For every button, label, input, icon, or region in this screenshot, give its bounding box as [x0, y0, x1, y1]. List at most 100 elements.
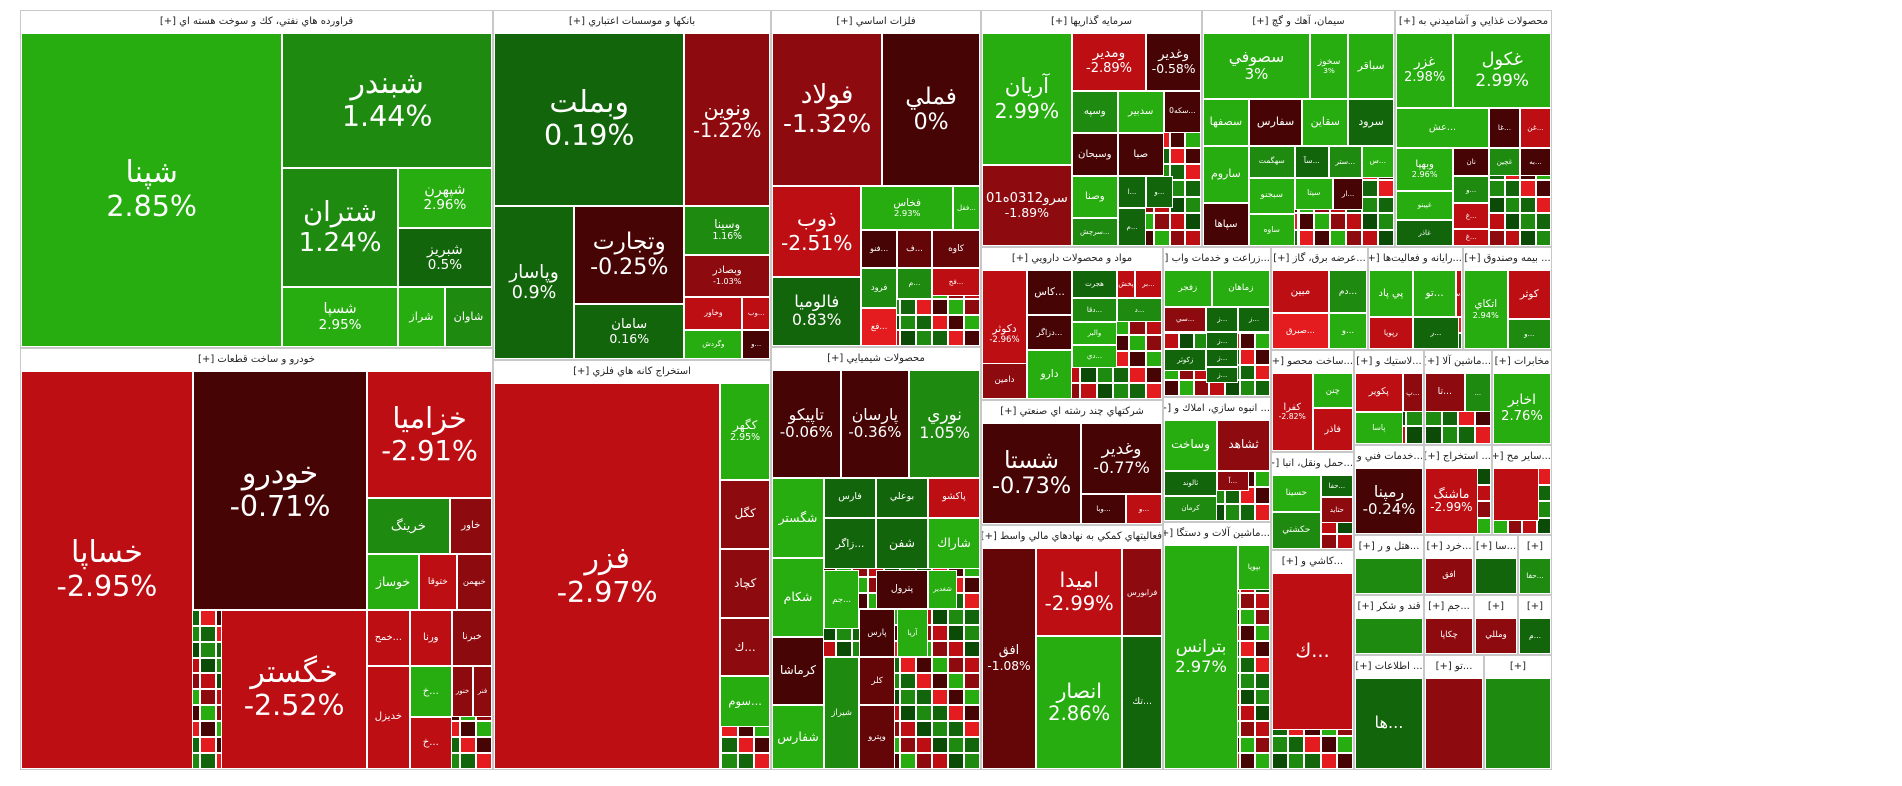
minor-stock-tile[interactable]: [916, 705, 932, 722]
minor-stock-tile[interactable]: [199, 705, 216, 722]
minor-stock-tile[interactable]: [199, 609, 216, 626]
minor-stock-tile[interactable]: [199, 673, 216, 690]
stock-tile[interactable]: [1485, 678, 1551, 769]
minor-stock-tile[interactable]: [1179, 333, 1195, 349]
minor-stock-tile[interactable]: [721, 736, 738, 753]
minor-stock-tile[interactable]: [1145, 350, 1162, 367]
stock-tile[interactable]: سدبير: [1117, 90, 1164, 134]
stock-tile[interactable]: سصوفي 3%: [1203, 33, 1310, 100]
minor-stock-tile[interactable]: [1254, 673, 1270, 689]
sector-title[interactable]: فلزات اساسي [+]: [772, 11, 980, 34]
minor-stock-tile[interactable]: [1378, 213, 1394, 230]
stock-tile[interactable]: وخاور: [684, 297, 743, 330]
stock-tile[interactable]: زماهان: [1211, 270, 1270, 307]
stock-tile[interactable]: ...خمح: [367, 609, 410, 666]
stock-tile[interactable]: ذوب -2.51%: [772, 186, 862, 278]
minor-stock-tile[interactable]: [1504, 180, 1520, 197]
minor-stock-tile[interactable]: [916, 314, 932, 331]
sector-title[interactable]: [+]: [1519, 536, 1551, 559]
stock-tile[interactable]: پارسان -0.36%: [840, 370, 910, 478]
stock-tile[interactable]: وسينا 1.16%: [684, 205, 770, 255]
minor-stock-tile[interactable]: [1179, 380, 1195, 396]
minor-stock-tile[interactable]: [836, 641, 852, 658]
minor-stock-tile[interactable]: [932, 609, 948, 626]
stock-tile[interactable]: وگردش: [684, 329, 743, 359]
stock-tile[interactable]: [1425, 678, 1483, 769]
stock-tile[interactable]: خاور: [449, 498, 492, 555]
minor-stock-tile[interactable]: [932, 689, 948, 706]
stock-tile[interactable]: غچين: [1489, 148, 1520, 176]
minor-stock-tile[interactable]: [900, 673, 916, 690]
minor-stock-tile[interactable]: [459, 737, 476, 754]
stock-tile[interactable]: ...ز: [1206, 349, 1239, 367]
minor-stock-tile[interactable]: [1145, 382, 1162, 399]
minor-stock-tile[interactable]: [1169, 213, 1186, 230]
minor-stock-tile[interactable]: [1164, 333, 1180, 349]
stock-tile[interactable]: شكام: [772, 557, 824, 638]
minor-stock-tile[interactable]: [1535, 180, 1551, 197]
stock-tile[interactable]: ...دقا: [1072, 298, 1117, 322]
stock-tile[interactable]: خزاميا -2.91%: [367, 371, 492, 499]
minor-stock-tile[interactable]: [199, 657, 216, 674]
stock-tile[interactable]: شپهرن 2.96%: [397, 168, 492, 228]
minor-stock-tile[interactable]: [932, 314, 948, 331]
stock-tile[interactable]: غپينو: [1396, 190, 1454, 221]
sector-title[interactable]: ...خرد [+]: [1425, 536, 1473, 559]
minor-stock-tile[interactable]: [1336, 534, 1353, 549]
stock-tile[interactable]: شبندر 1.44%: [282, 33, 492, 169]
stock-tile[interactable]: ...خ: [409, 717, 452, 769]
stock-tile[interactable]: رپويا: [1369, 317, 1413, 349]
stock-tile[interactable]: سرود: [1348, 99, 1394, 146]
minor-stock-tile[interactable]: [916, 689, 932, 706]
stock-tile[interactable]: ...و: [742, 329, 770, 359]
minor-stock-tile[interactable]: [1239, 380, 1255, 396]
minor-stock-tile[interactable]: [1378, 180, 1394, 197]
minor-stock-tile[interactable]: [1185, 213, 1201, 230]
sector-title[interactable]: سيمان، آهك و گچ [+]: [1203, 11, 1394, 34]
stock-tile[interactable]: ...دي: [1072, 344, 1117, 369]
minor-stock-tile[interactable]: [199, 721, 216, 738]
stock-tile[interactable]: سرو0312ه01 -1.89%: [982, 165, 1072, 246]
stock-tile[interactable]: وتجارت -0.25%: [574, 205, 685, 304]
stock-tile[interactable]: ...فع: [861, 308, 897, 346]
stock-tile[interactable]: وسبحان: [1071, 133, 1118, 176]
stock-tile[interactable]: ...دزاگر: [1027, 315, 1072, 350]
stock-tile[interactable]: فاذر: [1312, 408, 1353, 451]
minor-stock-tile[interactable]: [1320, 534, 1337, 549]
stock-tile[interactable]: سپاها: [1203, 203, 1249, 246]
minor-stock-tile[interactable]: [475, 753, 492, 769]
minor-stock-tile[interactable]: [1254, 641, 1270, 657]
minor-stock-tile[interactable]: [948, 625, 964, 642]
sector-title[interactable]: ...عرضه برق، گاز [+]: [1272, 248, 1367, 271]
minor-stock-tile[interactable]: [1504, 213, 1520, 230]
sector-title[interactable]: فعاليتهاي كمكي به نهادهاي مالي واسط [+]: [982, 526, 1162, 549]
sector-title[interactable]: سرمايه گذاريها [+]: [982, 11, 1201, 34]
minor-stock-tile[interactable]: [964, 577, 980, 594]
minor-stock-tile[interactable]: [1406, 426, 1423, 444]
minor-stock-tile[interactable]: [737, 752, 754, 769]
stock-tile[interactable]: شاوان: [444, 287, 492, 347]
stock-tile[interactable]: پاكشو: [928, 477, 980, 518]
sector-title[interactable]: فراورده هاي نفتي، كك و سوخت هسته اي [+]: [21, 11, 492, 34]
minor-stock-tile[interactable]: [475, 721, 492, 738]
minor-stock-tile[interactable]: [1272, 752, 1289, 769]
stock-tile[interactable]: وپترو: [859, 705, 895, 769]
stock-tile[interactable]: نان: [1453, 148, 1489, 176]
stock-tile[interactable]: بوعلي: [876, 477, 928, 518]
sector-title[interactable]: ...خدمات فني و [+]: [1355, 446, 1423, 469]
minor-stock-tile[interactable]: [199, 689, 216, 706]
minor-stock-tile[interactable]: [1504, 196, 1520, 214]
stock-tile[interactable]: خساپا -2.95%: [21, 371, 193, 769]
stock-tile[interactable]: ...ز: [1206, 331, 1239, 350]
minor-stock-tile[interactable]: [964, 330, 980, 346]
minor-stock-tile[interactable]: [1224, 504, 1240, 521]
minor-stock-tile[interactable]: [1254, 593, 1270, 609]
stock-tile[interactable]: ...و: [1329, 313, 1367, 349]
minor-stock-tile[interactable]: [1239, 673, 1255, 689]
minor-stock-tile[interactable]: [1239, 737, 1255, 753]
minor-stock-tile[interactable]: [1304, 736, 1321, 753]
minor-stock-tile[interactable]: [1489, 180, 1505, 197]
sector-title[interactable]: ...زراعت و خدمات واب [+]: [1164, 248, 1270, 271]
stock-tile[interactable]: [1355, 558, 1423, 594]
minor-stock-tile[interactable]: [199, 737, 216, 754]
